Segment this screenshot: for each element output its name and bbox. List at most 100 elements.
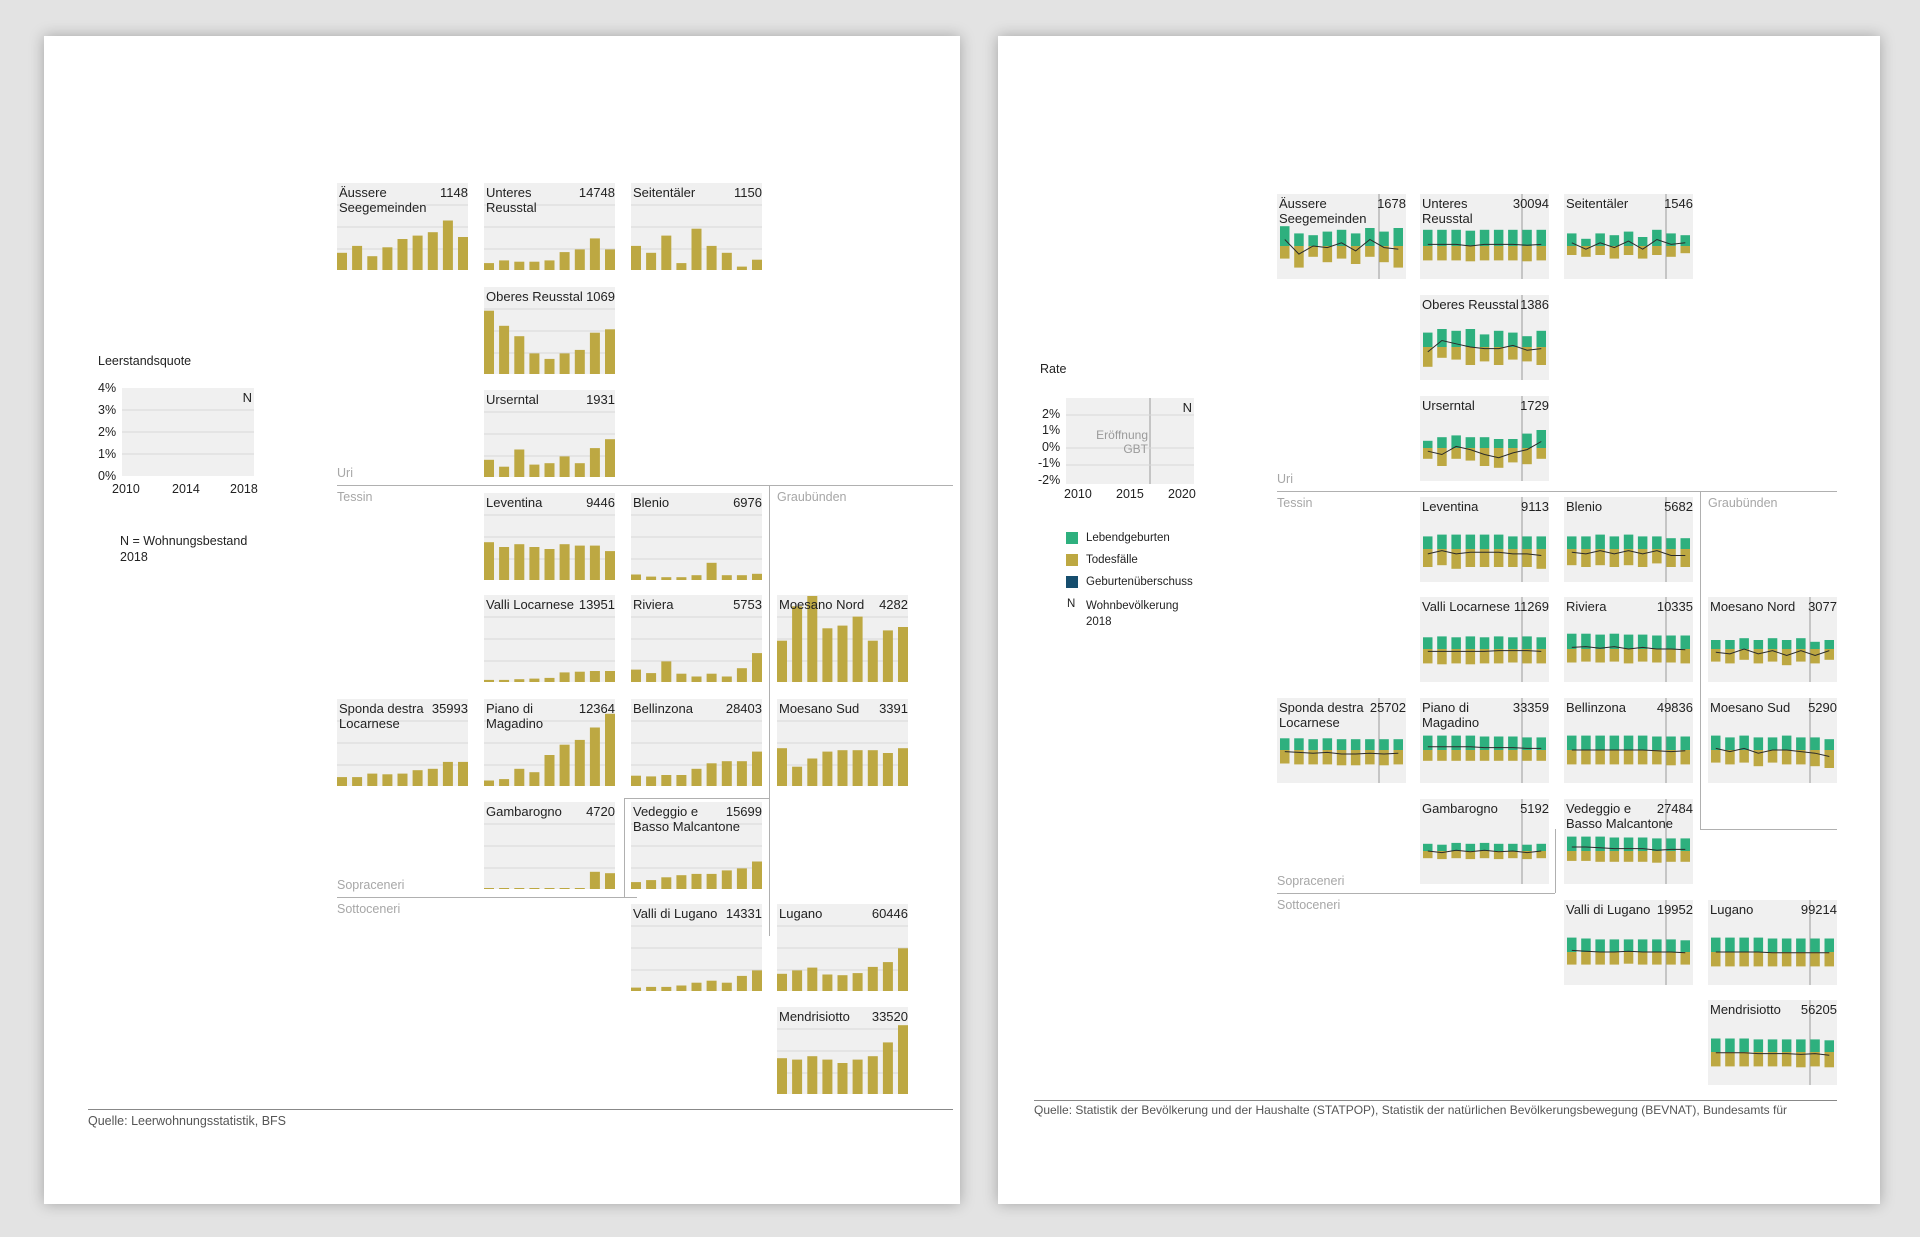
vacancy-bar	[559, 888, 570, 889]
births-bar	[1294, 233, 1304, 246]
births-bar	[1753, 937, 1764, 952]
vacancy-bar	[397, 773, 408, 786]
births-bar	[1753, 737, 1764, 750]
deaths-bar	[1680, 549, 1690, 567]
surplus-line	[1427, 746, 1542, 749]
births-bar	[1781, 938, 1792, 952]
deaths-bar	[1680, 649, 1690, 664]
tile-urserntal: Urserntal 1729	[1420, 396, 1549, 481]
births-bar	[1680, 838, 1690, 851]
tile-name: Riviera	[1566, 599, 1607, 614]
tile-moesano-nord: Moesano Nord 4282	[777, 595, 908, 682]
tile-valli-locarnese: Valli Locarnese 11269	[1420, 597, 1549, 682]
right-region-tessin: Tessin	[1277, 496, 1313, 510]
tile-aeussere-seegemeinden: Äussere Seegemeinden 1148	[337, 183, 468, 270]
births-bar	[1423, 735, 1433, 750]
births-bar	[1479, 736, 1490, 750]
vacancy-bar	[529, 678, 540, 682]
left-legend-xtick: 2018	[230, 482, 258, 496]
population-chart	[1423, 597, 1546, 682]
vacancy-bar	[529, 888, 540, 889]
deaths-bar	[1493, 750, 1504, 761]
vacancy-bar	[574, 349, 585, 374]
deaths-bar	[1451, 750, 1461, 761]
births-bar	[1609, 735, 1620, 750]
tile-sponda-destra-locarnese: Sponda destra Locarnese 35993	[337, 699, 468, 786]
vacancy-bar	[661, 235, 672, 270]
tile-value: 33520	[871, 1009, 908, 1024]
tile-value: 1678	[1377, 196, 1406, 211]
vacancy-bar	[574, 249, 585, 270]
left-legend-grid	[122, 409, 254, 455]
deaths-bar	[1637, 952, 1648, 965]
births-bar	[1796, 1039, 1806, 1052]
tile-name: Moesano Nord	[779, 597, 865, 612]
vacancy-bar	[661, 775, 672, 786]
tile-value: 5682	[1664, 499, 1693, 514]
tile-name: Gambarogno	[486, 804, 562, 819]
right-legend-ytick: -1%	[1038, 456, 1061, 470]
vacancy-bar	[852, 750, 863, 786]
deaths-bar	[1294, 750, 1304, 765]
vacancy-chart	[777, 596, 908, 682]
vacancy-bar	[822, 751, 833, 786]
deaths-bar	[1666, 549, 1676, 567]
vacancy-bar	[792, 970, 803, 991]
tile-value: 14748	[578, 185, 615, 200]
right-region-sopraceneri: Sopraceneri	[1277, 874, 1345, 888]
population-chart	[1711, 1000, 1834, 1085]
vacancy-bar	[807, 967, 818, 991]
tile-value: 99214	[1800, 902, 1837, 917]
deaths-bar	[1767, 952, 1778, 967]
vacancy-bar	[646, 576, 657, 580]
tile-name: Moesano Nord	[1710, 599, 1796, 614]
vacancy-bar	[499, 466, 510, 477]
births-bar	[1322, 231, 1333, 246]
tile-name: Riviera	[633, 597, 674, 612]
vacancy-bar	[867, 640, 878, 682]
deaths-bar	[1465, 851, 1476, 860]
vacancy-bar	[514, 544, 525, 580]
vacancy-bar	[691, 873, 702, 889]
deaths-bar	[1493, 851, 1504, 860]
deaths-bar	[1479, 347, 1490, 362]
tile-bellinzona: Bellinzona 28403	[631, 699, 762, 786]
right-legend-xtick: 2020	[1168, 487, 1196, 501]
vacancy-bar	[736, 575, 747, 580]
vacancy-bar	[484, 459, 494, 477]
left-region-sottoceneri: Sottoceneri	[337, 902, 401, 916]
births-bar	[1465, 437, 1476, 448]
population-chart	[1711, 597, 1834, 682]
births-bar	[1437, 329, 1447, 347]
vacancy-bar	[691, 982, 702, 991]
vacancy-chart	[484, 514, 615, 580]
births-bar	[1493, 330, 1504, 347]
deaths-bar	[1423, 851, 1433, 859]
births-bar	[1508, 229, 1518, 246]
births-bar	[1810, 1039, 1820, 1052]
vacancy-bar	[867, 966, 878, 991]
vacancy-bar	[676, 263, 687, 270]
vacancy-bar	[706, 763, 717, 786]
vacancy-bar	[792, 1059, 803, 1094]
population-chart	[1567, 698, 1690, 783]
deaths-bar	[1581, 549, 1591, 567]
vacancy-chart	[631, 514, 762, 580]
tile-value: 4282	[879, 597, 908, 612]
tile-value: 1546	[1664, 196, 1693, 211]
vacancy-bar	[752, 861, 762, 889]
vacancy-bar	[559, 544, 570, 580]
left-legend-title: Leerstandsquote	[98, 354, 192, 368]
vacancy-bar	[484, 542, 494, 580]
births-bar	[1451, 842, 1461, 851]
tile-value: 4720	[586, 804, 615, 819]
deaths-bar	[1623, 549, 1634, 566]
births-bar	[1623, 534, 1634, 549]
deaths-bar	[1810, 649, 1820, 664]
tile-unteres-reusstal: Unteres Reusstal 14748	[484, 183, 615, 270]
tile-value: 28403	[725, 701, 762, 716]
vacancy-bar	[691, 768, 702, 786]
deaths-bar	[1739, 750, 1749, 763]
births-bar	[1637, 735, 1648, 750]
vacancy-bar	[559, 672, 570, 682]
